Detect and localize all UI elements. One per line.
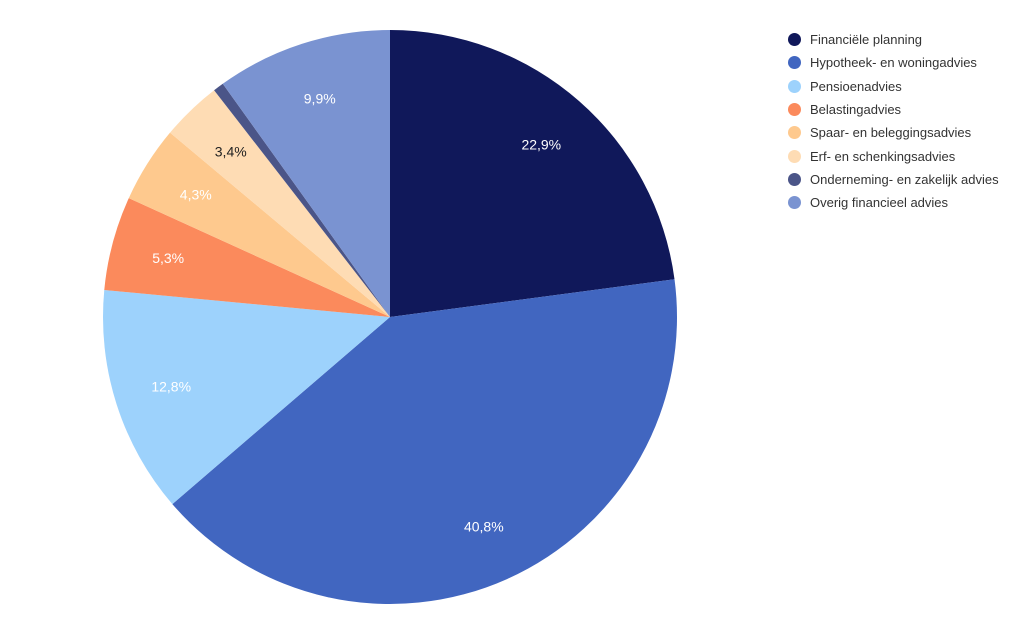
pie-slice[interactable] bbox=[222, 30, 390, 317]
slice-data-label: 40,8% bbox=[464, 519, 504, 535]
legend-marker-icon bbox=[788, 172, 801, 186]
slice-data-label: 12,8% bbox=[151, 379, 191, 395]
legend-marker-icon bbox=[788, 126, 801, 140]
legend-marker-icon bbox=[788, 79, 801, 93]
pie-slice[interactable] bbox=[214, 83, 390, 317]
legend-label: Onderneming- en zakelijk advies bbox=[810, 171, 999, 187]
slice-data-label: 5,3% bbox=[152, 250, 184, 266]
legend-marker-icon bbox=[788, 56, 801, 70]
legend-label: Overig financieel advies bbox=[810, 195, 949, 211]
legend-marker-icon bbox=[788, 33, 801, 47]
slice-data-label: 3,4% bbox=[215, 144, 247, 160]
pie-slice[interactable] bbox=[390, 30, 675, 317]
slice-data-label: 22,9% bbox=[521, 136, 561, 152]
legend-item[interactable]: Financiële planning bbox=[788, 28, 999, 51]
legend-item[interactable]: Pensioenadvies bbox=[788, 75, 999, 98]
legend-item[interactable]: Onderneming- en zakelijk advies bbox=[788, 168, 999, 191]
legend-label: Spaar- en beleggingsadvies bbox=[810, 125, 972, 141]
legend-item[interactable]: Hypotheek- en woningadvies bbox=[788, 51, 999, 74]
legend-item[interactable]: Erf- en schenkingsadvies bbox=[788, 144, 999, 167]
pie-slice[interactable] bbox=[170, 90, 390, 317]
legend-item[interactable]: Overig financieel advies bbox=[788, 191, 999, 214]
legend-label: Pensioenadvies bbox=[810, 78, 902, 94]
legend-marker-icon bbox=[788, 103, 801, 117]
legend: Financiële planning Hypotheek- en woninga… bbox=[788, 28, 999, 214]
legend-label: Hypotheek- en woningadvies bbox=[810, 55, 977, 71]
slice-data-label: 4,3% bbox=[180, 187, 212, 203]
legend-item[interactable]: Spaar- en beleggingsadvies bbox=[788, 121, 999, 144]
pie-slice[interactable] bbox=[172, 279, 678, 605]
legend-label: Belastingadvies bbox=[810, 102, 902, 118]
pie-slice[interactable] bbox=[128, 132, 390, 317]
pie-slice[interactable] bbox=[103, 289, 391, 505]
legend-item[interactable]: Belastingadvies bbox=[788, 98, 999, 121]
legend-marker-icon bbox=[788, 149, 801, 163]
pie-slice[interactable] bbox=[104, 198, 391, 317]
legend-label: Financiële planning bbox=[810, 32, 923, 48]
legend-label: Erf- en schenkingsadvies bbox=[810, 148, 956, 164]
slice-data-label: 9,9% bbox=[304, 90, 336, 106]
legend-marker-icon bbox=[788, 196, 801, 210]
